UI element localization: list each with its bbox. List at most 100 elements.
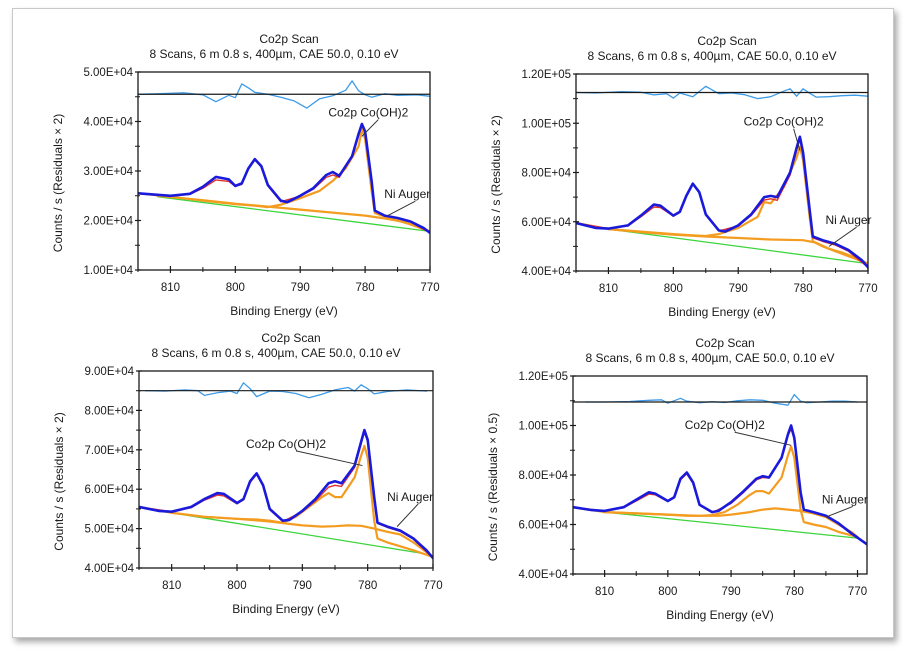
x-axis-label: Binding Energy (eV) <box>666 608 773 622</box>
annotation-label: Ni Auger <box>826 213 872 227</box>
series-residuals <box>144 382 428 399</box>
chart-subtitle: 8 Scans, 6 m 0.8 s, 400µm, CAE 50.0, 0.1… <box>149 47 398 61</box>
annotation-leader-line <box>825 505 854 518</box>
series-co-oh-2-component <box>573 445 859 539</box>
x-tick-label: 800 <box>227 580 246 592</box>
annotation-label: Co2p Co(OH)2 <box>744 115 824 129</box>
x-tick-label: 770 <box>858 283 877 295</box>
x-axis-label: Binding Energy (eV) <box>232 602 339 616</box>
y-tick-label: 4.00E+04 <box>521 266 571 278</box>
chart-title: Co2p Scan <box>261 331 320 345</box>
annotation-leader-line <box>734 431 792 446</box>
y-tick-label: 8.00E+04 <box>521 168 571 180</box>
annotation-label: Ni Auger <box>822 492 868 506</box>
y-tick-label: 1.00E+05 <box>521 118 571 130</box>
series-group <box>138 80 430 235</box>
y-axis-label: Counts / s (Residuals × 2) <box>489 115 503 253</box>
series-residuals <box>576 85 868 100</box>
annotation-leader-line <box>828 226 857 247</box>
x-tick-label: 800 <box>658 586 677 598</box>
y-tick-label: 5.00E+04 <box>83 67 133 79</box>
y-axis-label: Counts / s (Residuals × 0.5) <box>486 413 500 561</box>
x-tick-label: 810 <box>599 283 618 295</box>
chart-title: Co2p Scan <box>697 34 756 48</box>
annotation-leader-line <box>793 128 801 151</box>
series-residuals <box>584 393 859 406</box>
y-tick-label: 7.00E+04 <box>84 445 134 457</box>
chart-subtitle: 8 Scans, 6 m 0.8 s, 400µm, CAE 50.0, 0.1… <box>151 346 400 360</box>
x-tick-label: 800 <box>664 283 683 295</box>
x-tick-label: 810 <box>595 586 614 598</box>
series-co-oh-2-component <box>139 444 433 559</box>
y-tick-label: 4.00E+04 <box>518 569 568 581</box>
series-envelope <box>139 428 433 560</box>
series-envelope <box>138 122 430 235</box>
annotation-leader-line <box>387 200 416 216</box>
series-group <box>576 85 868 269</box>
series-background <box>156 196 430 233</box>
y-tick-label: 6.00E+04 <box>84 484 134 496</box>
x-tick-label: 790 <box>291 282 310 294</box>
y-tick-label: 1.00E+04 <box>83 265 133 277</box>
y-tick-label: 1.20E+05 <box>521 69 571 81</box>
x-tick-label: 770 <box>420 282 439 294</box>
x-tick-label: 780 <box>356 282 375 294</box>
plot-frame <box>572 375 868 575</box>
series-co-oh-2-component <box>576 145 868 265</box>
y-axis-label: Counts / s (Residuals × 2) <box>52 412 66 550</box>
y-tick-label: 6.00E+04 <box>521 217 571 229</box>
figure-card <box>12 8 894 638</box>
annotation-label: Co2p Co(OH)2 <box>328 106 408 120</box>
x-tick-label: 780 <box>785 586 804 598</box>
x-tick-label: 780 <box>358 580 377 592</box>
y-tick-label: 1.00E+05 <box>518 421 568 433</box>
series-background <box>171 512 421 554</box>
chart-subtitle: 8 Scans, 6 m 0.8 s, 400µm, CAE 50.0, 0.1… <box>585 351 834 365</box>
x-tick-label: 790 <box>293 580 312 592</box>
annotation-label: Ni Auger <box>387 490 433 504</box>
x-tick-label: 780 <box>794 283 813 295</box>
series-background <box>603 511 859 539</box>
chart-subtitle: 8 Scans, 6 m 0.8 s, 400µm, CAE 50.0, 0.1… <box>587 49 836 63</box>
y-axis-label: Counts / s (Residuals × 2) <box>51 114 65 252</box>
y-tick-label: 6.00E+04 <box>518 520 568 532</box>
plot-frame <box>137 71 431 271</box>
chart-title: Co2p Scan <box>695 336 754 350</box>
annotation-label: Co2p Co(OH)2 <box>246 437 326 451</box>
x-axis-label: Binding Energy (eV) <box>230 304 337 318</box>
x-tick-label: 800 <box>226 282 245 294</box>
x-tick-label: 770 <box>423 580 442 592</box>
y-tick-label: 9.00E+04 <box>84 366 134 378</box>
annotation-label: Co2p Co(OH)2 <box>685 418 765 432</box>
annotation-leader-line <box>295 450 363 467</box>
y-tick-label: 8.00E+04 <box>518 470 568 482</box>
y-tick-label: 3.00E+04 <box>83 166 133 178</box>
series-group <box>573 393 867 546</box>
x-tick-label: 790 <box>729 283 748 295</box>
annotation-leader-line <box>396 503 419 527</box>
x-axis-label: Binding Energy (eV) <box>668 305 775 319</box>
x-tick-label: 810 <box>161 282 180 294</box>
y-tick-label: 4.00E+04 <box>83 117 133 129</box>
y-tick-label: 8.00E+04 <box>84 405 134 417</box>
series-envelope <box>576 135 868 269</box>
series-group <box>139 382 433 560</box>
x-tick-label: 770 <box>848 586 867 598</box>
y-tick-label: 1.20E+05 <box>518 371 568 383</box>
y-tick-label: 4.00E+04 <box>84 563 134 575</box>
y-tick-label: 2.00E+04 <box>83 216 133 228</box>
chart-title: Co2p Scan <box>259 32 318 46</box>
series-envelope <box>573 424 867 546</box>
series-background <box>607 228 868 265</box>
y-tick-label: 5.00E+04 <box>84 524 134 536</box>
annotation-label: Ni Auger <box>384 187 430 201</box>
series-residuals <box>138 80 430 109</box>
x-tick-label: 790 <box>721 586 740 598</box>
x-tick-label: 810 <box>162 580 181 592</box>
plot-frame <box>138 370 434 569</box>
